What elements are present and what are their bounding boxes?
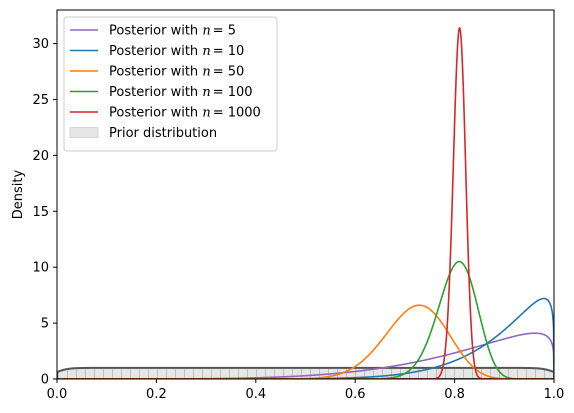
series-line-5 [57,27,554,379]
prior-distribution-area [57,366,554,379]
legend-label-prior: Prior distribution [109,126,217,141]
x-tick-label: 0.4 [245,387,266,402]
x-tick-label: 0.8 [444,387,465,402]
x-tick-label: 0.0 [47,387,68,402]
legend-label-2: Posterior with n = 10 [109,44,244,59]
prior-edge [57,366,554,379]
y-tick-label: 20 [32,149,49,164]
y-tick-label: 25 [32,93,49,108]
legend-label-5: Posterior with n = 1000 [109,106,261,121]
y-axis: 0 5 10 15 20 25 30 [32,37,57,388]
legend-label-4: Posterior with n = 100 [109,85,253,100]
y-tick-label: 30 [32,37,49,52]
y-axis-label: Density [11,169,26,219]
x-tick-label: 0.6 [345,387,366,402]
prior-hatch [57,367,554,379]
legend: Posterior with n = 5 Posterior with n = 10 P… [63,16,278,152]
legend-box [63,16,278,152]
legend-label-3: Posterior with n = 50 [109,65,244,80]
legend-label-1: Posterior with n = 5 [109,24,236,39]
series-line-4 [57,260,554,379]
y-tick-label: 5 [41,317,49,332]
y-tick-label: 10 [32,261,49,276]
y-tick-label: 0 [41,373,49,388]
x-axis: 0.0 0.2 0.4 0.6 0.8 1.0 [47,379,565,402]
x-tick-label: 1.0 [544,387,565,402]
y-tick-label: 15 [32,205,49,220]
plot-frame [56,9,555,380]
legend-swatch-prior [69,127,99,138]
x-tick-label: 0.2 [146,387,167,402]
